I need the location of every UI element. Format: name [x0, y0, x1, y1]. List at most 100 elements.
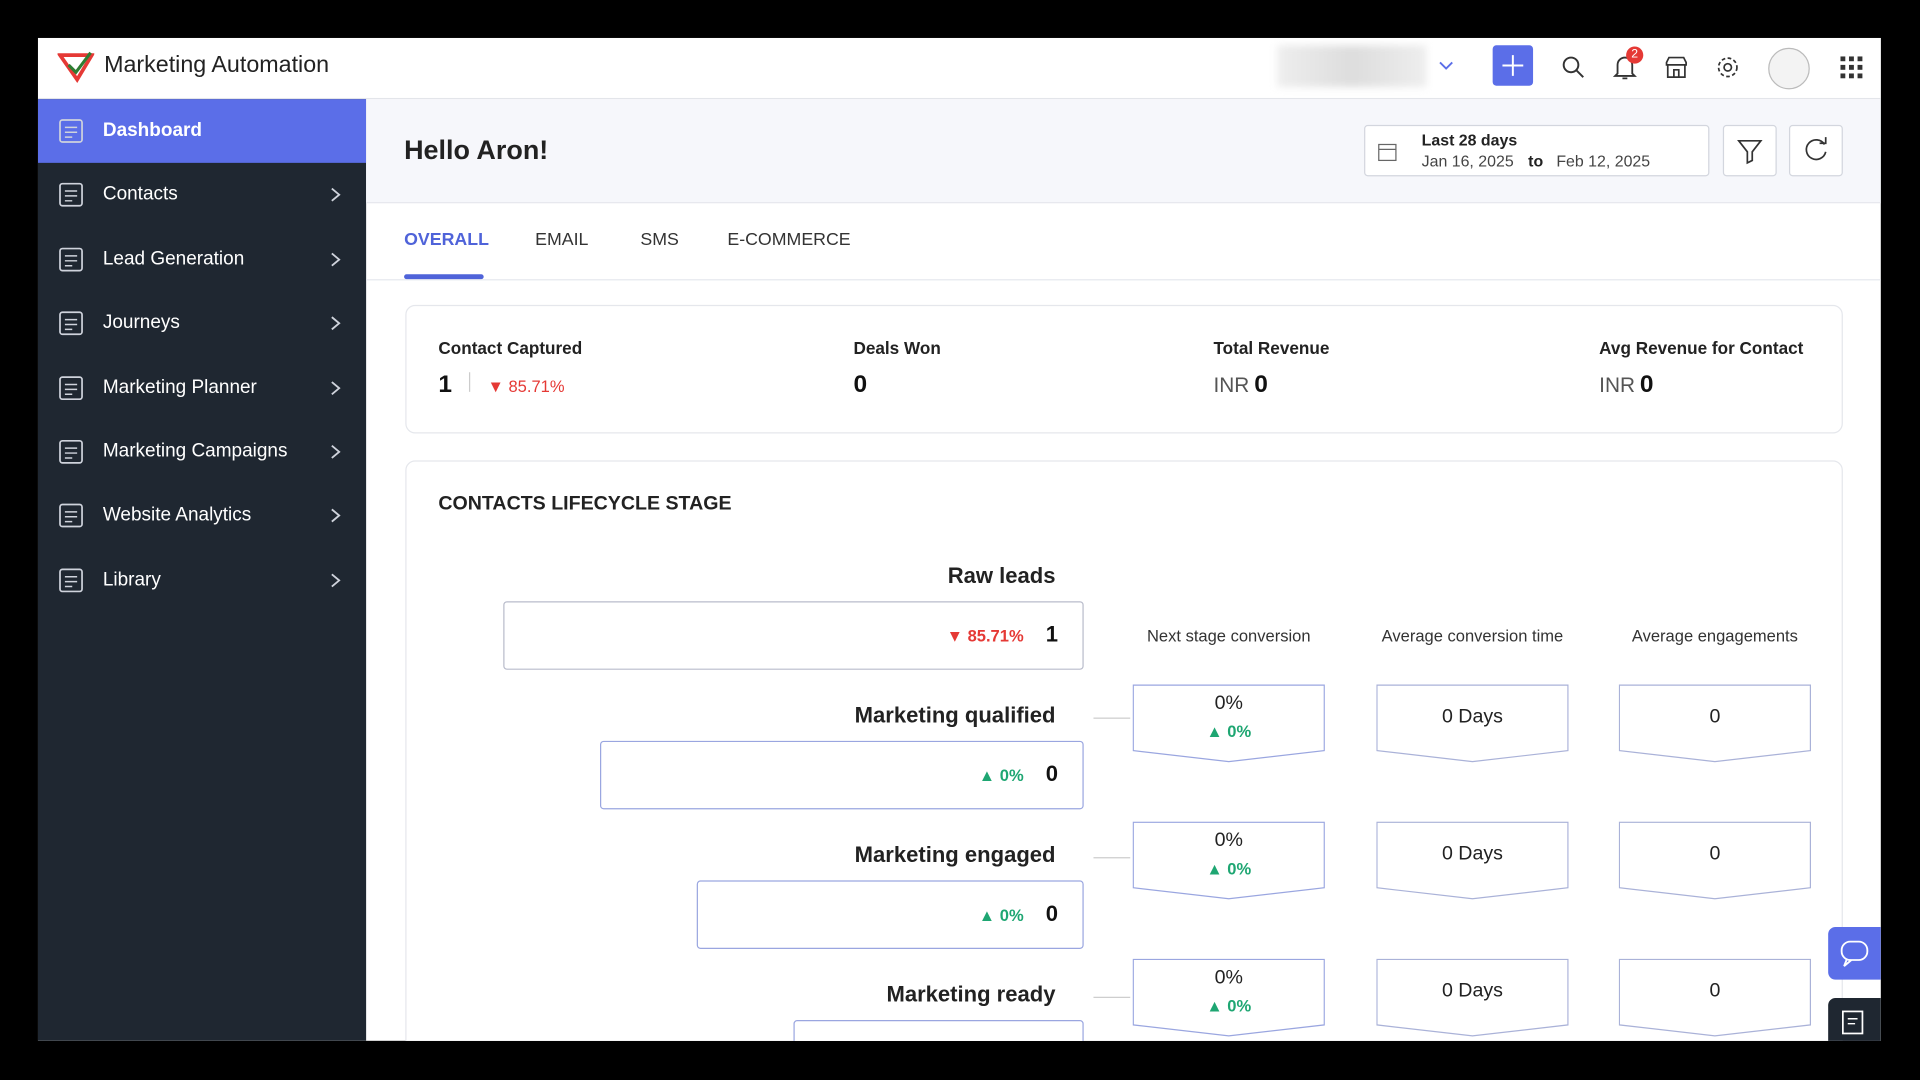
section-title: CONTACTS LIFECYCLE STAGE — [438, 493, 732, 515]
nav-label: Library — [102, 569, 161, 590]
date-to-word: to — [1528, 151, 1544, 171]
column-header: Next stage conversion — [1146, 626, 1311, 646]
conversion-change: ▲ 0% — [1206, 859, 1252, 878]
settings-icon[interactable] — [1716, 55, 1740, 79]
refresh-button[interactable] — [1788, 124, 1843, 177]
nav-label: Lead Generation — [102, 248, 245, 270]
conversion-value: 0% — [1214, 967, 1243, 989]
stage-change-value: 0% — [999, 766, 1024, 785]
nav-item[interactable]: Lead Generation — [38, 228, 366, 292]
metric-box-shape — [1618, 821, 1812, 900]
stage-values: ▲ 0% 0 — [979, 762, 1058, 788]
kpi-currency: INR — [1599, 373, 1636, 397]
metric-box: 0 Days — [1376, 821, 1569, 900]
sidebar: Dashboard Contacts Lead Generation Journeys… — [37, 99, 367, 1041]
notes-button[interactable] — [1828, 997, 1881, 1041]
kpi-currency: INR — [1213, 373, 1250, 397]
stage-name: Raw leads — [947, 563, 1056, 588]
metric-box: 0 — [1618, 821, 1812, 900]
metric-box-shape — [1132, 958, 1325, 1037]
lifecycle-card: CONTACTS LIFECYCLE STAGE Next stage conve… — [405, 460, 1843, 1041]
kpi-label: Total Revenue — [1213, 337, 1330, 358]
time-value: 0 Days — [1441, 843, 1503, 865]
tab[interactable]: E-COMMERCE — [727, 230, 851, 250]
apps-icon[interactable] — [1840, 56, 1863, 79]
nav-item[interactable]: Dashboard — [37, 99, 367, 163]
notification-badge: 2 — [1626, 46, 1644, 64]
nav-item[interactable]: Marketing Planner — [38, 356, 366, 420]
stage-change-value: 0% — [999, 906, 1024, 925]
kpi-value: 0 — [1254, 371, 1268, 398]
metric-box: 0 Days — [1376, 958, 1569, 1037]
nav-label: Website Analytics — [102, 504, 252, 526]
nav-item[interactable]: Contacts — [38, 163, 366, 227]
account-dropdown[interactable] — [1438, 60, 1455, 72]
nav-icon — [59, 375, 83, 400]
date-from: Jan 16, 2025 — [1421, 151, 1514, 171]
conversion-change-value: 0% — [1227, 859, 1252, 878]
nav-icon — [59, 311, 83, 336]
tab[interactable]: OVERALL — [404, 230, 489, 250]
engagements-value: 0 — [1709, 980, 1721, 1002]
store-icon[interactable] — [1664, 55, 1688, 79]
time-value: 0 Days — [1441, 980, 1503, 1002]
nav-label: Journeys — [102, 312, 180, 334]
connector — [1093, 996, 1131, 998]
date-range-label: Last 28 days — [1421, 131, 1518, 150]
nav-label: Marketing Campaigns — [102, 440, 288, 462]
stage-count: 0 — [1045, 901, 1058, 926]
stage-change: ▲ 0% — [978, 906, 1024, 925]
nav-icon — [331, 445, 341, 459]
kpi-card: Contact Captured 1 ▼ 85.71% Deals Won 0 Total… — [405, 304, 1843, 434]
column-header: Average conversion time — [1381, 626, 1564, 646]
metric-box: 0 — [1618, 958, 1812, 1037]
stage-name: Marketing qualified — [854, 702, 1056, 728]
time-value: 0 Days — [1441, 706, 1503, 728]
stage-name: Marketing ready — [886, 982, 1056, 1007]
kpi-change: ▼ 85.71% — [487, 377, 565, 396]
nav-icon — [59, 439, 83, 464]
top-bar: Marketing Automation 2 — [37, 37, 1881, 100]
chat-button[interactable] — [1828, 926, 1881, 980]
stage-values: ▼ 85.71% 1 — [947, 622, 1058, 648]
nav-item[interactable]: Website Analytics — [38, 484, 366, 548]
nav-item[interactable]: Library — [38, 548, 366, 612]
nav-icon — [59, 568, 83, 593]
conversion-change-value: 0% — [1227, 722, 1252, 741]
nav-icon — [331, 509, 341, 523]
nav-label: Dashboard — [102, 120, 203, 141]
stage-count: 1 — [1045, 622, 1058, 647]
filter-button[interactable] — [1722, 124, 1777, 177]
tab-underline — [404, 274, 484, 280]
create-button[interactable] — [1492, 45, 1534, 86]
conversion-value: 0% — [1214, 830, 1243, 852]
avatar[interactable] — [1768, 47, 1810, 90]
conversion-value: 0% — [1214, 693, 1243, 714]
app: Marketing Automation 2 Dashboard Contacts… — [37, 37, 1881, 1041]
search-icon[interactable] — [1561, 55, 1585, 79]
metric-box-shape — [1376, 958, 1569, 1037]
account-blurred — [1277, 45, 1427, 87]
metric-box-shape — [1376, 684, 1569, 763]
stage-box: ▲ 0% 0 — [696, 880, 1084, 949]
date-range-picker[interactable]: Last 28 days Jan 16, 2025 to Feb 12, 202… — [1364, 124, 1710, 177]
stage-values: ▲ 0% 0 — [979, 901, 1058, 927]
nav-item[interactable]: Marketing Campaigns — [38, 420, 366, 484]
conversion-change-value: 0% — [1227, 996, 1252, 1016]
stage-count: 0 — [1045, 761, 1058, 787]
metric-box: 0% ▲ 0% — [1132, 821, 1325, 900]
nav-icon — [331, 573, 341, 587]
stage-box — [793, 1020, 1084, 1041]
app-name: Marketing Automation — [104, 52, 330, 79]
nav-item[interactable]: Journeys — [38, 292, 366, 356]
nav-label: Contacts — [102, 184, 178, 205]
tab[interactable]: EMAIL — [535, 230, 589, 250]
stage-change: ▼ 85.71% — [946, 626, 1024, 646]
kpi-label: Deals Won — [853, 337, 941, 358]
stage-box: ▲ 0% 0 — [600, 740, 1084, 810]
kpi-value: 1 — [438, 371, 452, 398]
tab[interactable]: SMS — [640, 230, 679, 250]
column-header: Average engagements — [1631, 626, 1798, 646]
kpi-label: Avg Revenue for Contact — [1599, 337, 1804, 358]
